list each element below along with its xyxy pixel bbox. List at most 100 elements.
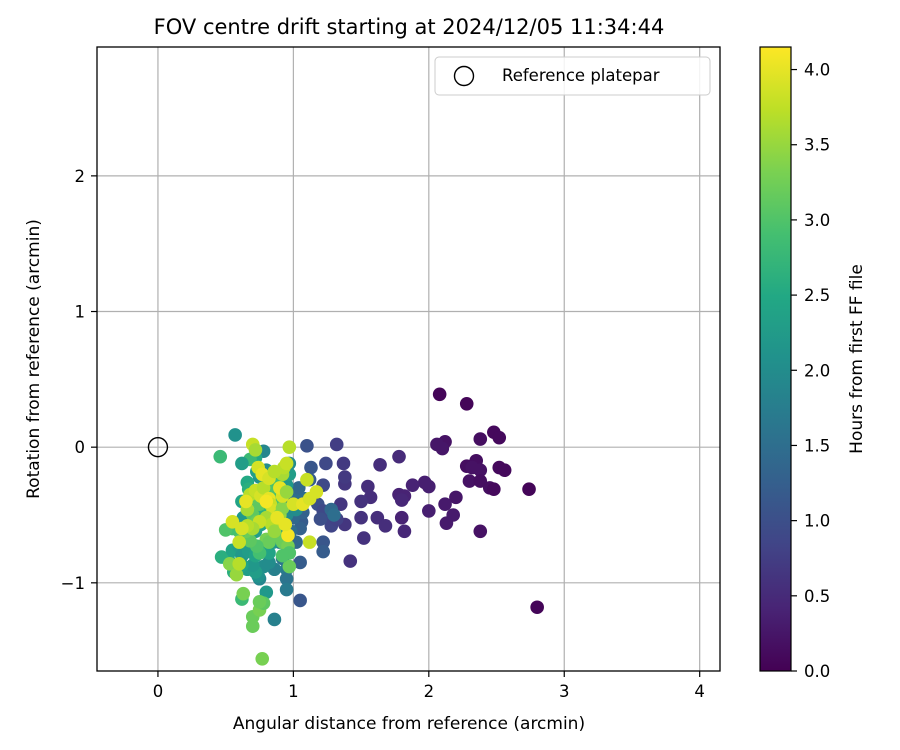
scatter-point [309, 485, 324, 499]
reference-marker [147, 436, 169, 458]
scatter-point [438, 497, 452, 511]
scatter-point [248, 443, 263, 457]
y-axis-label: Rotation from reference (arcmin) [24, 219, 44, 499]
chart-title: FOV centre drift starting at 2024/12/05 … [154, 15, 665, 39]
scatter-point [354, 510, 368, 525]
scatter-point [354, 494, 368, 509]
scatter-point [275, 548, 290, 563]
x-tick-label: 2 [424, 682, 435, 701]
scatter-point [279, 456, 294, 471]
scatter-point [492, 430, 507, 445]
scatter-point [255, 651, 270, 666]
scatter-point [259, 585, 274, 600]
scatter-point [329, 437, 344, 452]
scatter-point [473, 463, 488, 478]
scatter-point [225, 514, 240, 529]
x-tick-label: 3 [559, 682, 570, 701]
x-tick-label: 0 [153, 682, 164, 701]
colorbar-tick-label: 2.0 [804, 361, 830, 380]
scatter-point [336, 456, 351, 471]
scatter-point [300, 472, 314, 487]
scatter-point [259, 494, 274, 509]
scatter-point [522, 482, 536, 497]
scatter-point [343, 554, 358, 568]
scatter-point [422, 504, 436, 518]
scatter-point [286, 497, 301, 511]
colorbar-label: Hours from first FF file [847, 264, 867, 454]
scatter-point [304, 460, 318, 475]
scatter-point [316, 535, 330, 549]
legend-box [434, 56, 711, 96]
scatter-point [235, 456, 249, 471]
scatter-point [361, 479, 375, 494]
reference-platepar-point [147, 436, 169, 458]
scatter-point [462, 474, 477, 488]
y-tick-label: 1 [75, 303, 86, 322]
scatter-point [228, 428, 242, 442]
plot-frame [96, 46, 721, 672]
scatter-point [530, 600, 544, 615]
colorbar-tick-label: 0.5 [804, 587, 830, 606]
scatter-point [449, 490, 463, 505]
scatter-point [281, 528, 295, 543]
scatter-point [394, 510, 409, 525]
scatter-point [235, 521, 249, 536]
y-tick-label: 2 [75, 167, 86, 186]
scatter-point [239, 494, 253, 509]
scatter-point [397, 524, 412, 539]
colorbar-tick-label: 0.0 [804, 662, 830, 681]
scatter-point [300, 439, 314, 453]
scatter-point [473, 524, 488, 539]
legend-entry-reference: Reference platepar [502, 66, 660, 85]
scatter-point [378, 519, 393, 533]
scatter-point [405, 478, 420, 492]
legend-marker-reference [453, 65, 475, 87]
scatter-point [394, 493, 409, 507]
colorbar: 0.0 0.5 1.0 1.5 2.0 2.5 3.0 3.5 4.0 Hours from f… [759, 46, 867, 681]
scatter-point [316, 544, 330, 559]
scatter-point [262, 535, 276, 549]
scatter-point [473, 432, 488, 446]
scatter-point [338, 470, 352, 484]
scatter-point [279, 582, 294, 597]
scatter-point [473, 474, 488, 488]
scatter-point [282, 440, 297, 454]
scatter-point [236, 586, 251, 601]
scatter-point [282, 559, 297, 574]
colorbar-tick-label: 1.5 [804, 436, 830, 455]
x-axis-ticks: 0 1 2 3 4 [153, 671, 705, 701]
scatter-point [232, 557, 247, 571]
grid-lines [97, 47, 720, 671]
scatter-point [439, 516, 454, 530]
scatter-point [222, 557, 237, 571]
scatter-point [319, 456, 333, 471]
scatter-point [270, 510, 284, 525]
scatter-point [213, 449, 228, 464]
scatter-point [392, 449, 406, 464]
scatter-point [313, 512, 328, 526]
scatter-point [459, 396, 474, 411]
scatter-point [293, 555, 307, 570]
colorbar-tick-label: 2.5 [804, 286, 830, 305]
scatter-point [245, 619, 260, 634]
colorbar-tick-label: 3.0 [804, 211, 830, 230]
scatter-point [229, 567, 244, 582]
scatter-point [262, 555, 276, 570]
x-tick-label: 1 [288, 682, 299, 701]
colorbar-gradient [760, 47, 791, 671]
scatter-point [417, 475, 432, 490]
colorbar-tick-label: 4.0 [804, 61, 830, 80]
y-tick-label: 0 [75, 438, 86, 457]
scatter-point [293, 593, 307, 608]
scatter-point [267, 464, 282, 479]
scatter-point [279, 485, 294, 499]
scatter-point [432, 387, 447, 402]
colorbar-tick-label: 3.5 [804, 136, 830, 155]
scatter-point [497, 463, 512, 478]
scatter-point [487, 482, 501, 497]
scatter-point [262, 546, 276, 560]
scatter-point [357, 531, 371, 545]
scatter-point [267, 612, 282, 627]
